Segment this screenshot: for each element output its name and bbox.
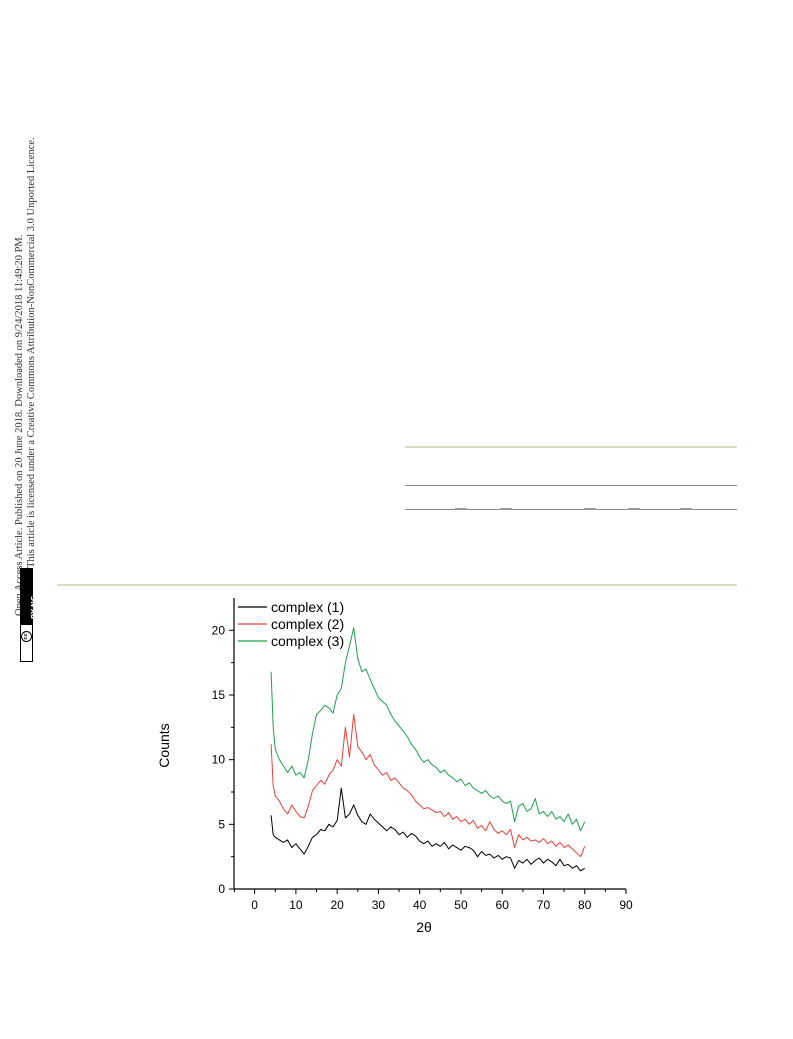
legend-label-3: complex (3)	[271, 633, 344, 649]
x-tick-label: 0	[251, 898, 258, 912]
x-tick-label: 80	[578, 898, 592, 912]
series-line-2	[270, 713, 586, 858]
y-tick-label: 20	[212, 623, 226, 637]
y-tick-label: 15	[212, 688, 226, 702]
x-tick-label: 50	[454, 898, 468, 912]
x-tick-label: 20	[330, 898, 344, 912]
table-rule-mark	[680, 508, 692, 510]
x-axis-label: 2θ	[416, 919, 432, 935]
table-rule-mark	[584, 508, 596, 510]
x-tick-label: 30	[372, 898, 386, 912]
table-rule-1	[405, 485, 737, 486]
table-rule-mark	[455, 508, 467, 510]
y-axis-label: Counts	[156, 723, 172, 767]
y-tick-label: 5	[218, 817, 225, 831]
table-rule-2	[405, 509, 737, 510]
x-tick-label: 60	[496, 898, 510, 912]
y-tick-label: 10	[212, 753, 226, 767]
chart-series	[270, 627, 586, 872]
divider-top	[405, 446, 737, 448]
table-rule-mark	[500, 508, 512, 510]
series-line-3	[270, 627, 586, 832]
y-tick-label: 0	[218, 882, 225, 896]
table-rule-mark	[628, 508, 640, 510]
chart-legend: complex (1)complex (2)complex (3)	[238, 599, 344, 649]
legend-label-1: complex (1)	[271, 599, 344, 615]
x-tick-label: 10	[289, 898, 303, 912]
x-tick-label: 70	[537, 898, 551, 912]
x-tick-label: 40	[413, 898, 427, 912]
x-tick-label: 90	[619, 898, 633, 912]
legend-label-2: complex (2)	[271, 616, 344, 632]
chart-axes: 0 10 20 30 40 50 60 70 80 90 0 5 10 15 20	[212, 598, 633, 912]
divider-bottom	[57, 584, 737, 586]
series-line-1	[270, 787, 585, 872]
